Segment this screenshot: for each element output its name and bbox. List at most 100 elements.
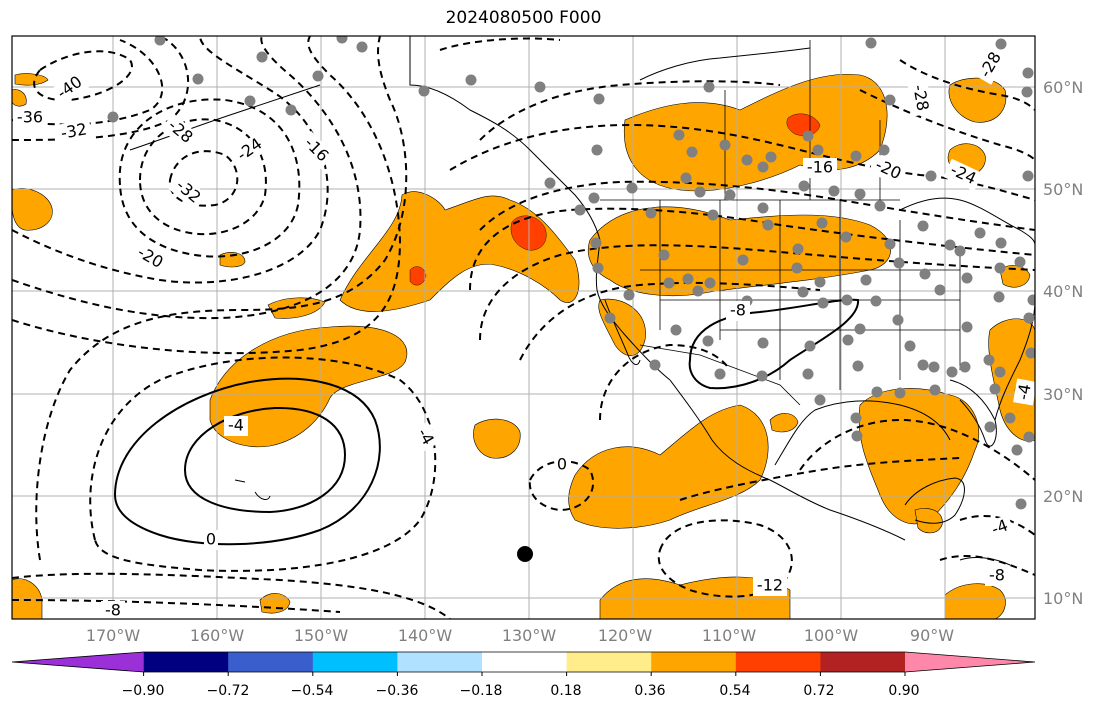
station-dot [840,231,852,243]
station-dot [192,73,204,85]
contour-label-bg [168,173,208,211]
coastline-alaska [409,36,601,241]
contour-label-bg [204,530,218,550]
contour-minus-32-low [168,150,239,207]
contour-label: -32 [59,119,88,142]
colorbar-tick-label: −0.90 [121,683,165,699]
station-dot [465,74,477,86]
station-dot [802,368,814,380]
contour-label-bg [296,130,336,170]
station-dot [256,51,268,63]
contour-label-bg [868,153,908,187]
contour-minus-24-east [859,89,1035,161]
contour-label-bg [943,158,983,192]
station-dot [798,180,810,192]
colorbar-tick-label: 0.54 [719,683,751,699]
station-dot [623,289,635,301]
shade-area-small-1 [219,252,246,268]
station-dot [1015,498,1027,510]
lon-label-100w: 100°W [803,626,859,645]
contour-label-bg [985,514,1015,542]
contour-label-bg [224,416,248,436]
station-dot [592,262,604,274]
station-dot [804,340,816,352]
contour-minus-28-east [899,59,1035,111]
lon-label-150w: 150°W [293,626,349,645]
station-dot [944,239,956,251]
station-dot [946,366,958,378]
station-dot [995,38,1007,50]
colorbar-segment [905,652,1035,672]
station-dot [591,144,603,156]
station-dot [892,314,904,326]
lat-label-10n: 10°N [1043,589,1084,608]
colorbar-segment [228,652,314,672]
contour-label-bg [726,301,750,321]
lon-label-170w: 170°W [85,626,141,645]
shade-area-southwest [12,578,43,619]
coastline-florida [949,379,997,447]
colorbar-segment [820,652,906,672]
shade-area-texas [769,413,799,433]
station-dot [649,359,661,371]
contour-minus-16 [12,36,362,320]
contour-minus-20-a [12,36,329,284]
colorbar-tick-label: −0.54 [290,683,334,699]
contour-label: -12 [757,576,783,595]
station-dot [757,202,769,214]
contour-label-bg [1013,378,1035,406]
station-dot [692,285,704,297]
station-dot [959,361,971,373]
coastline-caribbean-isles [959,557,1011,566]
contour-label-bg [101,601,125,619]
lon-label-90w: 90°W [909,626,955,645]
contour-label: -8 [105,601,121,620]
shade-area-east-canada [999,265,1031,288]
station-dot [285,104,297,116]
map-title: 2024080500 F000 [445,8,602,28]
shade-area-mexico [568,404,769,529]
station-dot [694,186,706,198]
station-dot [544,177,556,189]
station-dot [814,276,826,288]
station-dot [816,217,828,229]
contour-label: -4 [989,515,1010,538]
contour-minus-8-south-mex [679,457,961,501]
coastline-gulf [774,400,951,466]
shade-area-hawaii-north [209,325,408,448]
shade-area-greatlakes [948,77,1007,123]
station-dot [870,295,882,307]
station-dot [812,144,824,156]
station-dot [707,209,719,221]
colorbar-tick-label: −0.36 [375,683,419,699]
contour-label-bg [50,70,90,106]
contour-label-bg [803,158,837,178]
station-dot [989,383,1001,395]
shade-area-central-pacific [473,418,521,459]
station-dot [854,188,866,200]
station-dot [107,111,119,123]
station-dot [993,291,1005,303]
colorbar-segment [312,652,398,672]
station-dot [626,182,638,194]
contour-label-bg [753,576,787,596]
station-dot [994,366,1006,378]
station-dot [934,284,946,296]
colorbar-tick-label: −0.72 [206,683,250,699]
contour-label-bg [973,45,1009,85]
station-dot [802,130,814,142]
station-dot [983,354,995,366]
station-dot [961,272,973,284]
border-us-mexico [639,344,801,406]
shade-area-far-west-pacific [12,188,53,231]
contour-minus-4-pac [89,356,437,572]
station-dot [995,237,1007,249]
station-dot [1023,312,1035,324]
contour-minus-8-west [479,244,1035,341]
station-dot [929,384,941,396]
contour-minus-8-carib [939,554,1035,576]
station-dot [994,262,1006,274]
shade-area-central-america [914,508,943,534]
contour-minus-4-mex [599,343,731,421]
colorbar [11,651,1036,676]
